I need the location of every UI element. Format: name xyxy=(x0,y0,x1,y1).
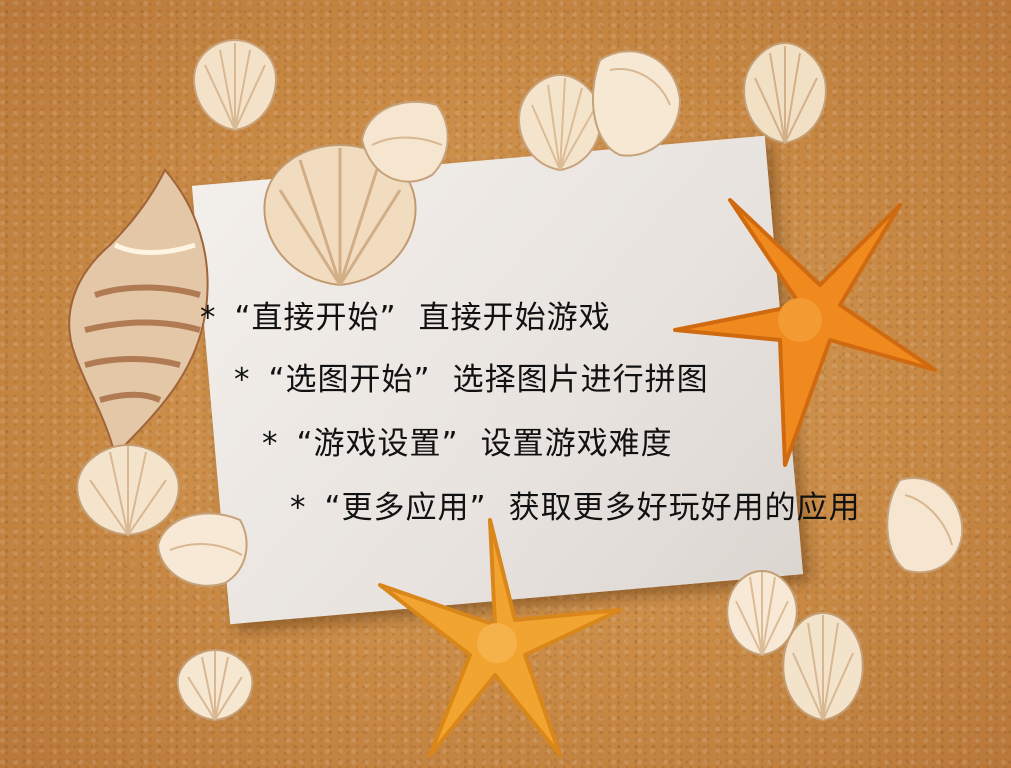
start-game-button[interactable]: “直接开始” xyxy=(234,300,397,336)
game-settings-description: 设置游戏难度 xyxy=(480,426,673,462)
scallop-shell-icon xyxy=(176,648,254,722)
starfish-icon xyxy=(673,198,937,467)
scallop-shell-icon xyxy=(592,50,682,157)
more-apps-button[interactable]: “更多应用” xyxy=(324,490,487,526)
game-settings-item[interactable]: * “游戏设置” 设置游戏难度 xyxy=(262,418,673,463)
scallop-shell-icon xyxy=(886,477,964,574)
select-image-description: 选择图片进行拼图 xyxy=(452,362,709,398)
game-settings-button[interactable]: “游戏设置” xyxy=(296,426,459,462)
scallop-shell-icon xyxy=(76,443,180,537)
start-game-description: 直接开始游戏 xyxy=(418,300,611,336)
conch-shell-icon xyxy=(68,168,209,457)
scallop-shell-icon xyxy=(782,611,864,722)
select-image-button[interactable]: “选图开始” xyxy=(268,362,431,398)
bullet-star: * xyxy=(262,426,279,462)
scallop-shell-icon xyxy=(518,73,602,172)
starfish-icon xyxy=(378,518,622,757)
scallop-shell-icon xyxy=(726,569,798,657)
bullet-star: * xyxy=(234,362,251,398)
scallop-shell-icon xyxy=(193,38,277,132)
scallop-shell-icon xyxy=(743,41,827,145)
scallop-shell-icon xyxy=(156,512,248,587)
more-apps-description: 获取更多好玩好用的应用 xyxy=(508,490,861,526)
bullet-star: * xyxy=(200,300,217,336)
more-apps-item[interactable]: * “更多应用” 获取更多好玩好用的应用 xyxy=(290,482,861,527)
select-image-item[interactable]: * “选图开始” 选择图片进行拼图 xyxy=(234,354,709,399)
bullet-star: * xyxy=(290,490,307,526)
scallop-shell-icon xyxy=(360,100,449,183)
start-game-item[interactable]: * “直接开始” 直接开始游戏 xyxy=(200,292,611,337)
scallop-shell-icon xyxy=(263,143,417,287)
